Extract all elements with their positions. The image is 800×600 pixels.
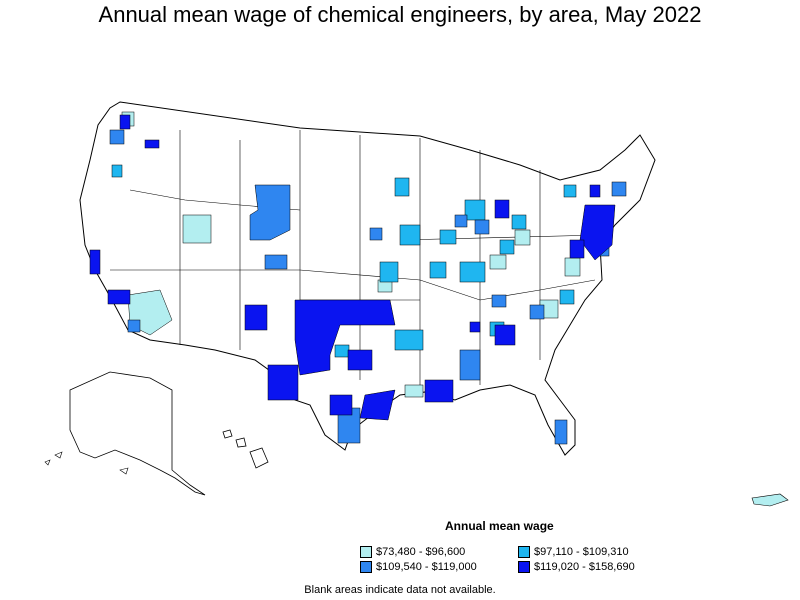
alaska-outline xyxy=(69,371,206,496)
legend-label-2: $97,110 - $109,310 xyxy=(534,546,629,558)
state-boundaries xyxy=(110,130,601,390)
legend-swatch-1 xyxy=(360,546,372,558)
legend-item-1: $73,480 - $96,600 xyxy=(360,546,465,558)
legend-swatch-3 xyxy=(360,561,372,573)
legend-label-3: $109,540 - $119,000 xyxy=(376,561,477,573)
legend-title: Annual mean wage xyxy=(445,519,554,533)
hawaii-outline xyxy=(222,429,269,469)
legend-item-2: $97,110 - $109,310 xyxy=(518,546,629,558)
legend-label-1: $73,480 - $96,600 xyxy=(376,546,466,558)
map-title: Annual mean wage of chemical engineers, … xyxy=(98,2,702,27)
puerto-rico-outline xyxy=(751,493,789,507)
legend-swatch-4 xyxy=(518,561,530,573)
legend-item-4: $119,020 - $158,690 xyxy=(518,561,635,573)
blank-areas-note: Blank areas indicate data not available. xyxy=(304,584,496,596)
legend-label-4: $119,020 - $158,690 xyxy=(534,561,635,573)
alaska-islands xyxy=(44,451,129,475)
legend-item-3: $109,540 - $119,000 xyxy=(360,561,477,573)
legend-swatch-2 xyxy=(518,546,530,558)
data-regions xyxy=(89,111,627,445)
